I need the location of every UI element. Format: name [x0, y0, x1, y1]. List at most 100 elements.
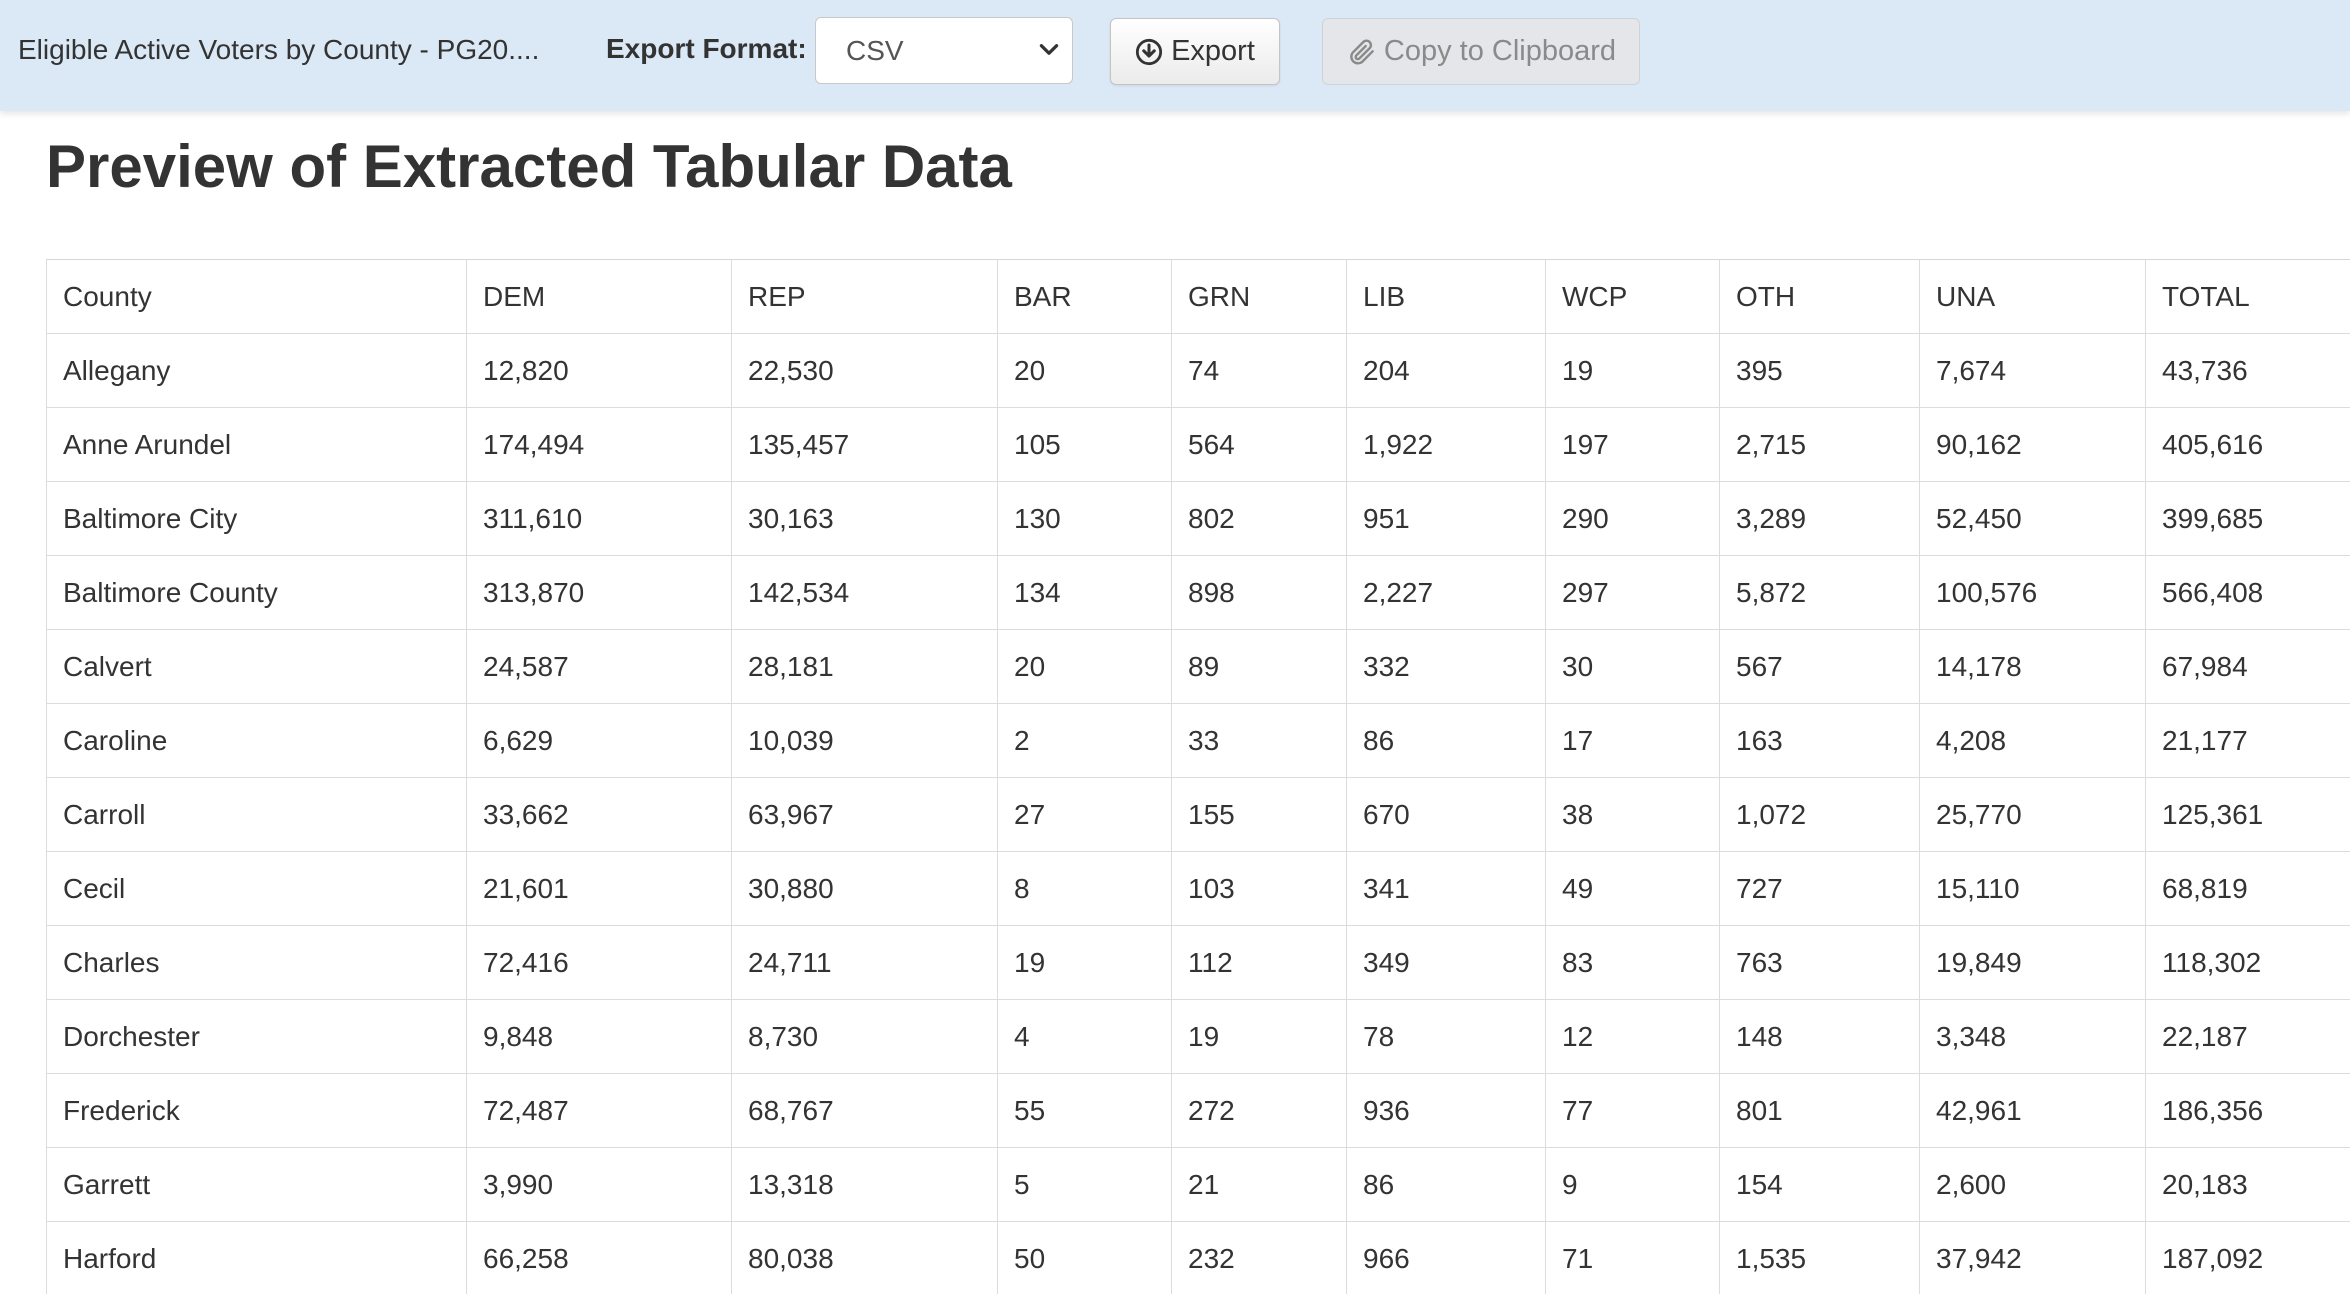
table-row: Harford 66,258 80,038 50 232 966 71 1,535 37,942… — [46, 1221, 2350, 1294]
table-cell: 148 — [1719, 999, 1920, 1074]
table-cell: 12 — [1545, 999, 1720, 1074]
table-cell: 232 — [1171, 1221, 1347, 1294]
table-cell: 83 — [1545, 925, 1720, 1000]
table-row: Carroll 33,662 63,967 27 155 670 38 1,072 25,770… — [46, 777, 2350, 852]
table-cell: 80,038 — [731, 1221, 998, 1294]
table-cell: 174,494 — [466, 407, 732, 482]
table-row: Caroline 6,629 10,039 2 33 86 17 163 4,208 21,177 — [46, 703, 2350, 778]
table-cell: 71 — [1545, 1221, 1720, 1294]
copy-to-clipboard-button[interactable]: Copy to Clipboard — [1322, 18, 1640, 85]
table-cell: 68,767 — [731, 1073, 998, 1148]
table-cell: 1,922 — [1346, 407, 1546, 482]
table-cell: 564 — [1171, 407, 1347, 482]
county-name-cell: Baltimore City — [46, 481, 467, 556]
table-cell: 405,616 — [2145, 407, 2350, 482]
table-cell: 13,318 — [731, 1147, 998, 1222]
table-cell: 112 — [1171, 925, 1347, 1000]
table-cell: 154 — [1719, 1147, 1920, 1222]
voter-data-table: County DEM REP BAR GRN LIB WCP OTH UNA TOTAL Alle… — [46, 259, 2350, 1294]
table-cell: 19 — [1171, 999, 1347, 1074]
table-cell: 125,361 — [2145, 777, 2350, 852]
table-row: Allegany 12,820 22,530 20 74 204 19 395 7,674 43,… — [46, 333, 2350, 408]
table-cell: 349 — [1346, 925, 1546, 1000]
county-name-cell: Cecil — [46, 851, 467, 926]
table-cell: 86 — [1346, 1147, 1546, 1222]
table-cell: 10,039 — [731, 703, 998, 778]
column-header: LIB — [1346, 259, 1546, 334]
table-cell: 77 — [1545, 1073, 1720, 1148]
column-header: REP — [731, 259, 998, 334]
table-cell: 130 — [997, 481, 1172, 556]
table-cell: 186,356 — [2145, 1073, 2350, 1148]
export-button[interactable]: Export — [1110, 18, 1280, 85]
export-format-select[interactable]: CSV — [815, 17, 1073, 84]
document-title: Eligible Active Voters by County - PG20.… — [18, 34, 540, 65]
table-cell: 142,534 — [731, 555, 998, 630]
export-format-value: CSV — [846, 34, 904, 66]
table-cell: 898 — [1171, 555, 1347, 630]
table-cell: 103 — [1171, 851, 1347, 926]
table-cell: 134 — [997, 555, 1172, 630]
table-cell: 187,092 — [2145, 1221, 2350, 1294]
table-cell: 399,685 — [2145, 481, 2350, 556]
table-cell: 38 — [1545, 777, 1720, 852]
table-cell: 24,711 — [731, 925, 998, 1000]
county-name-cell: Caroline — [46, 703, 467, 778]
table-cell: 33 — [1171, 703, 1347, 778]
table-cell: 67,984 — [2145, 629, 2350, 704]
table-cell: 341 — [1346, 851, 1546, 926]
table-cell: 1,535 — [1719, 1221, 1920, 1294]
table-row: Calvert 24,587 28,181 20 89 332 30 567 14,178 67,… — [46, 629, 2350, 704]
county-name-cell: Frederick — [46, 1073, 467, 1148]
table-cell: 9,848 — [466, 999, 732, 1074]
table-cell: 72,416 — [466, 925, 732, 1000]
table-cell: 936 — [1346, 1073, 1546, 1148]
table-cell: 24,587 — [466, 629, 732, 704]
table-cell: 21,601 — [466, 851, 732, 926]
table-cell: 272 — [1171, 1073, 1347, 1148]
table-cell: 155 — [1171, 777, 1347, 852]
table-cell: 14,178 — [1919, 629, 2146, 704]
table-cell: 30,163 — [731, 481, 998, 556]
table-cell: 951 — [1346, 481, 1546, 556]
table-cell: 290 — [1545, 481, 1720, 556]
column-header: County — [46, 259, 467, 334]
table-cell: 72,487 — [466, 1073, 732, 1148]
table-cell: 12,820 — [466, 333, 732, 408]
table-cell: 50 — [997, 1221, 1172, 1294]
table-cell: 311,610 — [466, 481, 732, 556]
column-header: BAR — [997, 259, 1172, 334]
table-cell: 1,072 — [1719, 777, 1920, 852]
table-cell: 8 — [997, 851, 1172, 926]
county-name-cell: Carroll — [46, 777, 467, 852]
page-title: Preview of Extracted Tabular Data — [46, 133, 1012, 200]
table-row: Garrett 3,990 13,318 5 21 86 9 154 2,600 20,183 — [46, 1147, 2350, 1222]
table-cell: 30 — [1545, 629, 1720, 704]
table-cell: 3,289 — [1719, 481, 1920, 556]
table-cell: 22,187 — [2145, 999, 2350, 1074]
table-cell: 22,530 — [731, 333, 998, 408]
table-cell: 727 — [1719, 851, 1920, 926]
table-cell: 5,872 — [1719, 555, 1920, 630]
table-cell: 4 — [997, 999, 1172, 1074]
table-cell: 63,967 — [731, 777, 998, 852]
table-cell: 8,730 — [731, 999, 998, 1074]
county-name-cell: Baltimore County — [46, 555, 467, 630]
table-row: Frederick 72,487 68,767 55 272 936 77 801 42,961… — [46, 1073, 2350, 1148]
table-cell: 49 — [1545, 851, 1720, 926]
table-header-row: County DEM REP BAR GRN LIB WCP OTH UNA TOTAL — [46, 259, 2350, 334]
table-cell: 9 — [1545, 1147, 1720, 1222]
column-header: WCP — [1545, 259, 1720, 334]
table-cell: 6,629 — [466, 703, 732, 778]
table-cell: 802 — [1171, 481, 1347, 556]
table-body: Allegany 12,820 22,530 20 74 204 19 395 7,674 43,… — [46, 333, 2350, 1294]
table-cell: 801 — [1719, 1073, 1920, 1148]
table-cell: 27 — [997, 777, 1172, 852]
table-cell: 670 — [1346, 777, 1546, 852]
table-cell: 197 — [1545, 407, 1720, 482]
table-scroll-container[interactable]: County DEM REP BAR GRN LIB WCP OTH UNA TOTAL Alle… — [46, 259, 2350, 1294]
table-cell: 395 — [1719, 333, 1920, 408]
table-cell: 28,181 — [731, 629, 998, 704]
table-cell: 135,457 — [731, 407, 998, 482]
table-cell: 2 — [997, 703, 1172, 778]
